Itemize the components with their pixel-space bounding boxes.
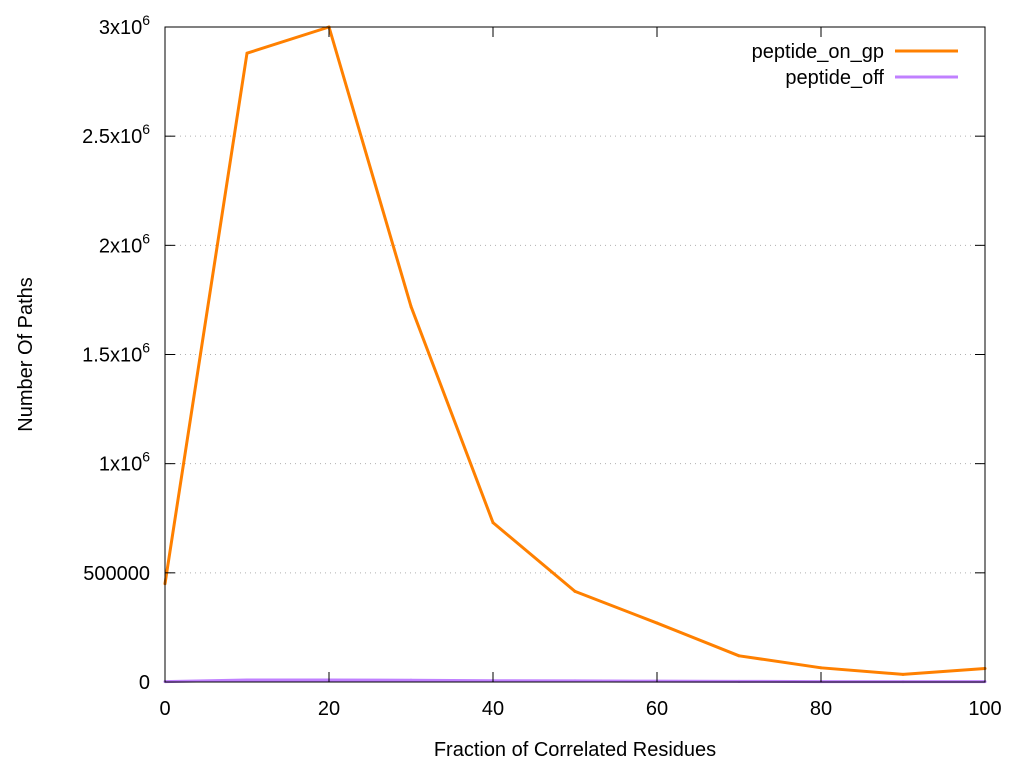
data-point	[573, 589, 577, 593]
x-tick-label: 80	[810, 698, 832, 720]
y-tick-label: 0	[139, 672, 150, 694]
data-point	[655, 621, 659, 625]
axis-ticks: 0 500000 1x106 1.5x106 2x106 2.5x106 3x106 0 20 4…	[82, 12, 1002, 720]
legend: peptide_on_gp peptide_off	[752, 41, 958, 89]
x-tick-label: 60	[646, 698, 668, 720]
data-point	[737, 654, 741, 658]
data-point	[245, 51, 249, 55]
data-point	[819, 666, 823, 670]
y-tick-label: 500000	[83, 563, 150, 585]
y-axis-title: Number Of Paths	[15, 277, 37, 432]
x-tick-label: 0	[159, 698, 170, 720]
x-axis-title: Fraction of Correlated Residues	[434, 739, 716, 761]
data-point	[409, 304, 413, 308]
legend-label: peptide_on_gp	[752, 41, 884, 63]
y-tick-label: 3x106	[99, 12, 150, 39]
legend-label: peptide_off	[785, 67, 884, 89]
y-tick-label: 1.5x106	[82, 340, 150, 367]
x-tick-label: 40	[482, 698, 504, 720]
data-point	[901, 672, 905, 676]
data-point	[409, 678, 413, 682]
series-line-peptide_on_gp	[163, 25, 986, 676]
data-point	[245, 678, 249, 682]
grid	[165, 135, 985, 574]
y-tick-label: 2.5x106	[82, 121, 150, 148]
x-tick-label: 20	[318, 698, 340, 720]
y-tick-label: 1x106	[99, 449, 150, 476]
x-tick-label: 100	[968, 698, 1001, 720]
y-tick-label: 2x106	[99, 230, 150, 257]
data-point	[491, 521, 495, 525]
